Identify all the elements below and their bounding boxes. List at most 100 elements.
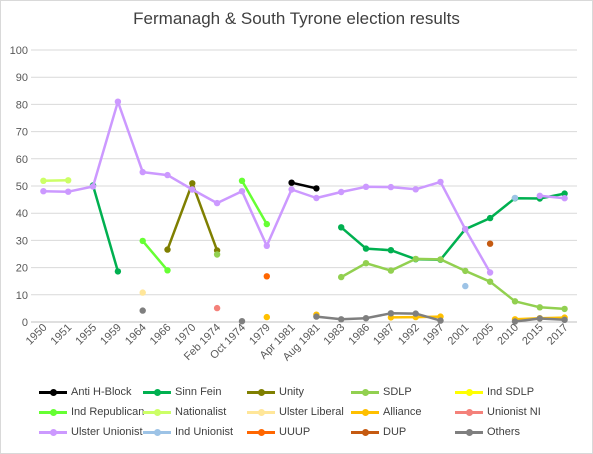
legend-entry: Alliance	[351, 405, 455, 419]
y-tick-label: 90	[16, 72, 28, 84]
legend-marker	[258, 429, 265, 436]
data-point	[189, 186, 196, 193]
data-point	[213, 199, 221, 207]
series-line	[340, 257, 565, 311]
legend-swatch	[351, 386, 379, 398]
data-point	[338, 316, 345, 323]
legend-swatch	[39, 386, 67, 398]
y-tick-label: 80	[16, 99, 28, 111]
data-point	[263, 313, 270, 321]
data-point	[288, 186, 295, 193]
legend-entry: Unity	[247, 385, 351, 399]
series-unionist-ni	[213, 304, 221, 312]
legend-swatch	[143, 386, 171, 398]
series-line	[539, 194, 565, 200]
series-line	[91, 185, 120, 272]
legend-entry: Sinn Fein	[143, 385, 247, 399]
series-ind-republican	[139, 177, 270, 274]
data-point	[238, 318, 246, 325]
data-point	[238, 188, 246, 195]
y-tick-label: 20	[16, 263, 28, 275]
legend-swatch	[143, 406, 171, 418]
data-point	[362, 260, 370, 267]
data-point	[263, 273, 270, 280]
legend-swatch	[247, 386, 275, 398]
data-point	[387, 183, 395, 191]
data-point	[263, 242, 270, 249]
series-dup	[486, 240, 494, 247]
x-tick-label: 1986	[346, 322, 372, 348]
data-point	[437, 256, 444, 263]
data-point	[412, 255, 419, 263]
data-point	[561, 316, 568, 323]
series-ulster-unionist	[40, 98, 568, 276]
legend-entry: UUUP	[247, 425, 351, 439]
legend-swatch	[247, 426, 275, 438]
legend-marker	[362, 389, 369, 396]
series-line	[316, 312, 441, 322]
legend-marker	[50, 409, 57, 416]
data-point	[139, 237, 146, 245]
series-line	[43, 179, 69, 183]
legend-marker	[466, 389, 473, 396]
legend-label: Nationalist	[175, 406, 227, 418]
x-tick-label: 2010	[495, 322, 521, 348]
x-tick-label: 1964	[123, 322, 149, 348]
series-uuup	[263, 273, 270, 280]
legend-marker	[50, 389, 57, 396]
legend-swatch	[247, 406, 275, 418]
series-ind-unionist	[462, 194, 519, 290]
legend-entry: Ind SDLP	[455, 385, 559, 399]
data-point	[213, 251, 221, 258]
y-tick-label: 10	[16, 290, 28, 302]
legend-swatch	[39, 406, 67, 418]
data-point	[164, 171, 171, 179]
x-tick-label: 1987	[371, 322, 397, 348]
legend-label: Anti H-Block	[71, 386, 132, 398]
data-point	[437, 178, 444, 186]
legend: Anti H-Block Sinn Fein Unity SDLP Ind SDLP In…	[39, 385, 579, 439]
data-point	[238, 177, 246, 184]
y-tick-label: 70	[16, 127, 28, 139]
x-tick-label: 1992	[396, 322, 422, 348]
x-tick-label: 1951	[49, 322, 75, 348]
data-point	[40, 188, 47, 195]
data-point	[338, 273, 345, 281]
data-point	[139, 289, 146, 296]
x-tick-label: 1983	[322, 322, 348, 348]
legend-entry: Ind Republican	[39, 405, 144, 419]
series-unity	[164, 180, 221, 254]
legend-marker	[154, 389, 161, 396]
legend-marker	[362, 409, 369, 416]
legend-entry: Anti H-Block	[39, 385, 143, 399]
legend-label: DUP	[383, 426, 407, 438]
legend-entry: DUP	[351, 425, 455, 439]
series-line	[340, 192, 565, 261]
legend-entry: Nationalist	[143, 405, 247, 419]
data-point	[462, 267, 469, 275]
legend-entry: Others	[455, 425, 559, 439]
legend-label: Others	[487, 426, 521, 438]
data-point	[139, 307, 146, 314]
data-point	[89, 183, 97, 190]
legend-marker	[466, 429, 473, 436]
data-point	[362, 245, 370, 252]
y-tick-label: 0	[22, 317, 28, 329]
data-point	[536, 304, 543, 311]
data-point	[65, 177, 72, 184]
data-point	[288, 179, 295, 186]
legend-label: UUUP	[279, 426, 311, 438]
data-point	[462, 282, 469, 290]
x-tick-label: 1955	[73, 322, 99, 348]
data-point	[164, 246, 171, 253]
legend-marker	[362, 429, 369, 436]
data-point	[189, 180, 196, 187]
x-tick-label: 2015	[520, 322, 546, 348]
legend-marker	[466, 409, 473, 416]
legend-label: SDLP	[383, 386, 412, 398]
x-tick-label: 2017	[545, 322, 571, 348]
data-point	[511, 298, 519, 305]
legend-entry: SDLP	[351, 385, 455, 399]
